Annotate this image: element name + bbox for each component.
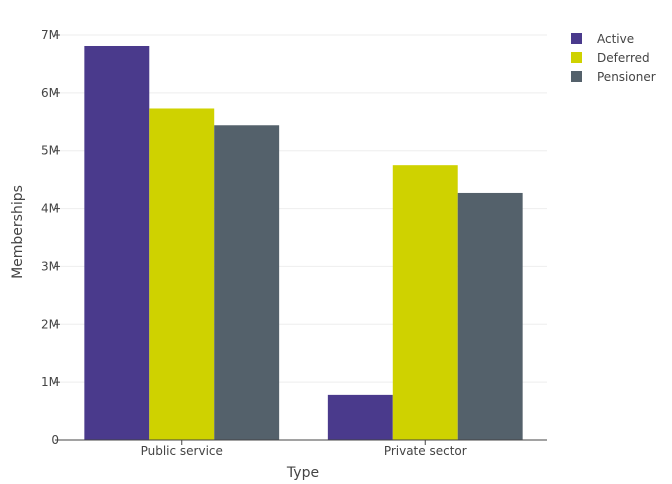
- y-axis-title: Memberships: [10, 185, 26, 279]
- x-tick-label: Private sector: [384, 444, 467, 458]
- y-tick-label: 6M: [41, 86, 59, 100]
- legend-swatch-pensioner[interactable]: [571, 71, 582, 82]
- legend-label-active[interactable]: Active: [597, 32, 634, 46]
- y-tick-label: 2M: [41, 317, 59, 331]
- legend-label-deferred[interactable]: Deferred: [597, 51, 650, 65]
- bars: [84, 45, 523, 440]
- y-tick-label: 5M: [41, 144, 59, 158]
- bar-pensioner-2: [457, 192, 523, 440]
- bar-active-2: [327, 394, 393, 440]
- x-axis-title: Type: [286, 465, 319, 480]
- bar-deferred-1: [149, 108, 215, 440]
- y-tick-label: 1M: [41, 375, 59, 389]
- legend-label-pensioner[interactable]: Pensioner: [597, 70, 656, 84]
- y-tick-label: 3M: [41, 259, 59, 273]
- y-tick-label: 7M: [41, 28, 59, 42]
- x-tick-label: Public service: [141, 444, 223, 458]
- bar-deferred-2: [392, 165, 458, 440]
- legend-swatch-active[interactable]: [571, 33, 582, 44]
- bar-pensioner-1: [214, 125, 280, 440]
- legend: Active Deferred Pensioner: [571, 32, 656, 84]
- bar-active-1: [84, 45, 150, 440]
- legend-swatch-deferred[interactable]: [571, 52, 582, 63]
- y-tick-label: 4M: [41, 202, 59, 216]
